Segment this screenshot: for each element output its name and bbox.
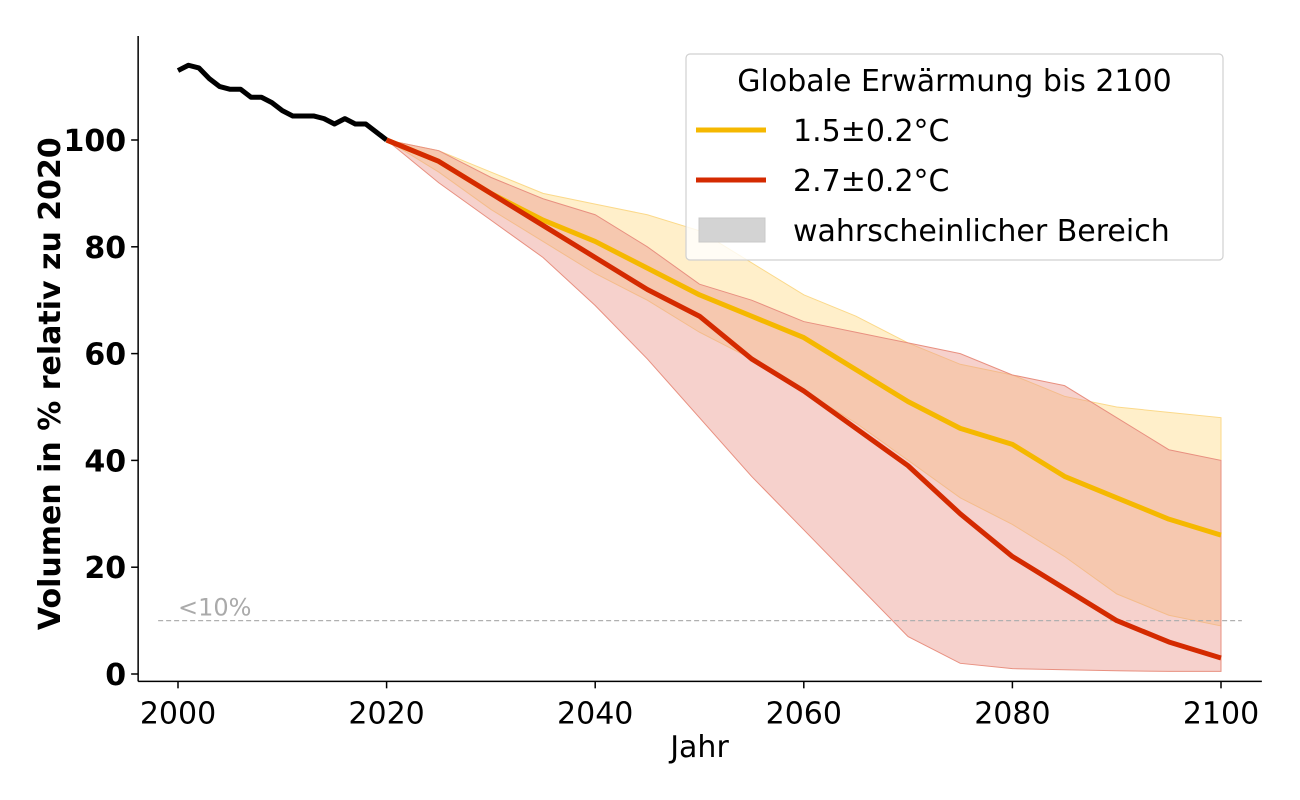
legend-label: 2.7±0.2°C [793, 164, 950, 199]
y-tick-label: 0 [105, 658, 126, 693]
legend-title: Globale Erwärmung bis 2100 [737, 64, 1171, 99]
x-tick-label: 2000 [140, 696, 216, 731]
x-tick-label: 2080 [974, 696, 1050, 731]
y-axis-title: Volumen in % relativ zu 2020 [33, 137, 68, 630]
series-line-2.7±0.2°C [385, 137, 1222, 661]
y-tick-label: 40 [84, 444, 126, 479]
y-tick-label: 80 [84, 231, 126, 266]
legend-label: 1.5±0.2°C [793, 114, 950, 149]
legend-frame [685, 53, 1224, 261]
confidence-bands [386, 139, 1222, 672]
x-tick-label: 2060 [766, 696, 842, 731]
y-tick-label: 60 [84, 338, 126, 373]
x-tick-label: 2100 [1183, 696, 1259, 731]
x-axis-title: Jahr [668, 730, 729, 765]
y-tick-label: 100 [64, 124, 127, 159]
series-line-1.5±0.2°C [385, 137, 1222, 538]
legend-label: wahrscheinlicher Bereich [793, 214, 1170, 249]
legend-entries: 1.5±0.2°C 2.7±0.2°C wahrscheinlicher Berei… [696, 114, 1170, 249]
legend: Globale Erwärmung bis 2100 1.5±0.2°C 2.7±… [685, 53, 1224, 261]
y-tick-label: 20 [84, 551, 126, 586]
x-tick-label: 2020 [348, 696, 424, 731]
series-lines [176, 62, 1222, 661]
threshold-annotation: <10% [178, 594, 251, 622]
legend-swatch [698, 217, 766, 243]
historical-line [176, 62, 389, 142]
x-tick-label: 2040 [557, 696, 633, 731]
x-axis-ticks: 2000 2020 2040 2060 2080 2100 [140, 681, 1259, 731]
y-axis-ticks: 0 20 40 60 80 100 [64, 124, 139, 693]
band-2.7±0.2°C [386, 139, 1222, 672]
